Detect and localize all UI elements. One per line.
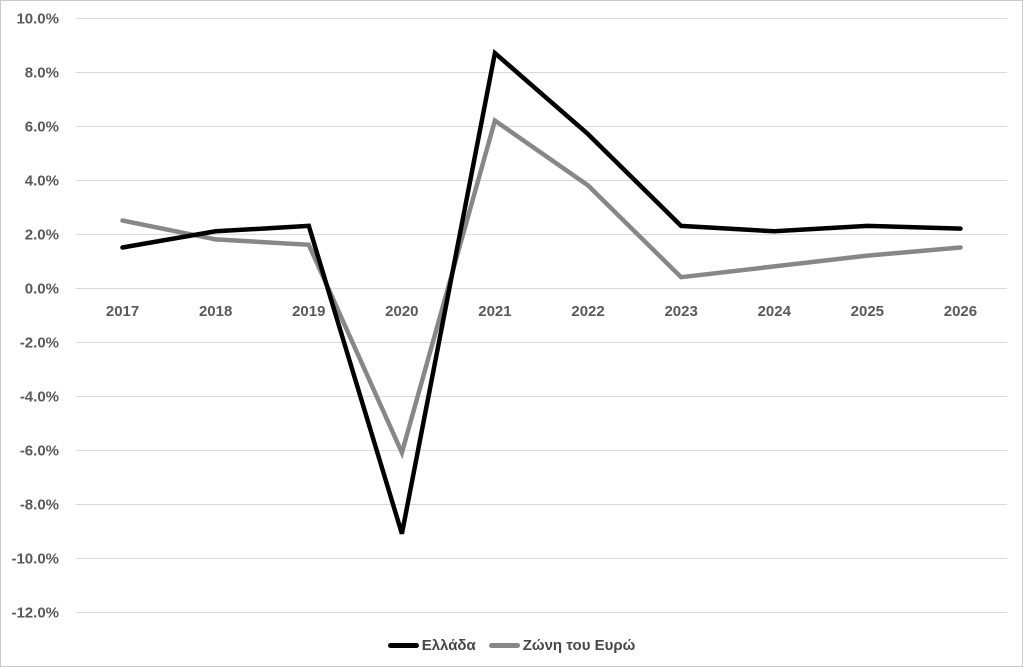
y-tick-label: -6.0% (20, 443, 59, 460)
y-tick-label: 8.0% (25, 65, 59, 82)
legend-label-greece: Ελλάδα (421, 636, 476, 654)
x-tick-label: 2021 (478, 303, 511, 320)
y-tick-label: 0.0% (25, 281, 59, 298)
x-tick-label: 2020 (385, 303, 418, 320)
x-tick-label: 2025 (851, 303, 884, 320)
chart-legend: Ελλάδα Ζώνη του Ευρώ (1, 634, 1022, 656)
x-tick-label: 2018 (199, 303, 232, 320)
legend-swatch-eurozone-icon (488, 642, 520, 648)
legend-item-eurozone: Ζώνη του Ευρώ (488, 636, 636, 654)
legend-swatch-greece-icon (387, 642, 419, 648)
x-tick-label: 2022 (571, 303, 604, 320)
y-tick-label: -10.0% (11, 551, 59, 568)
x-axis-labels: 2017 2018 2019 2020 2021 2022 2023 2024 2025 2026 (106, 303, 977, 320)
series-line-0 (120, 48, 963, 535)
y-tick-label: 10.0% (16, 11, 59, 28)
y-axis-tick-labels: 10.0% 8.0% 6.0% 4.0% 2.0% 0.0% -2.0% -4.0% -6.0%… (11, 11, 59, 622)
y-tick-label: -12.0% (11, 605, 59, 622)
legend-label-eurozone: Ζώνη του Ευρώ (522, 636, 636, 654)
y-tick-label: 4.0% (25, 173, 59, 190)
y-tick-label: 6.0% (25, 119, 59, 136)
x-tick-label: 2019 (292, 303, 325, 320)
legend-item-greece: Ελλάδα (387, 636, 476, 654)
x-tick-label: 2026 (944, 303, 977, 320)
y-tick-label: 2.0% (25, 227, 59, 244)
gridlines (76, 18, 1007, 613)
series-line-1 (120, 116, 963, 460)
x-tick-label: 2017 (106, 303, 139, 320)
y-tick-label: -2.0% (20, 335, 59, 352)
y-tick-label: -4.0% (20, 389, 59, 406)
x-tick-label: 2024 (758, 303, 792, 320)
y-tick-label: -8.0% (20, 497, 59, 514)
x-tick-label: 2023 (664, 303, 697, 320)
